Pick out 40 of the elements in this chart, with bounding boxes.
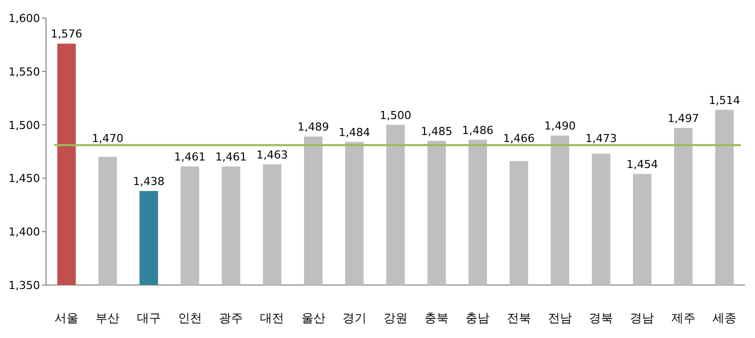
- data-label: 1,461: [174, 150, 206, 164]
- y-tick-label: 1,450: [8, 172, 40, 186]
- x-tick-label: 제주: [671, 311, 696, 325]
- x-tick-label: 울산: [301, 311, 326, 325]
- data-label: 1,514: [708, 94, 740, 107]
- x-tick-label: 인천: [178, 311, 202, 325]
- y-tick-label: 1,600: [8, 12, 40, 25]
- x-tick-label: 경북: [589, 311, 614, 325]
- data-label: 1,576: [50, 28, 82, 41]
- y-tick-label: 1,500: [8, 118, 40, 132]
- data-label: 1,463: [256, 148, 288, 162]
- data-label: 1,473: [585, 132, 617, 146]
- x-tick-label: 경남: [630, 311, 654, 325]
- data-label: 1,454: [626, 158, 658, 171]
- x-tick-label: 서울: [54, 311, 79, 325]
- data-label: 1,497: [668, 112, 700, 126]
- x-tick-label: 대전: [260, 311, 284, 325]
- y-tick-label: 1,550: [8, 65, 40, 78]
- data-label: 1,486: [462, 124, 494, 137]
- data-label: 1,500: [380, 108, 412, 122]
- x-tick-label: 부산: [96, 311, 120, 325]
- x-tick-label: 충북: [424, 311, 449, 325]
- data-label: 1,489: [298, 120, 330, 134]
- data-label: 1,470: [92, 132, 124, 146]
- x-tick-label: 전북: [506, 311, 531, 325]
- data-label: 1,466: [503, 132, 535, 146]
- x-tick-label: 광주: [219, 311, 244, 325]
- data-label: 1,485: [420, 124, 452, 138]
- y-tick-label: 1,350: [8, 279, 40, 292]
- data-label: 1,484: [338, 126, 370, 139]
- y-tick-label: 1,400: [8, 226, 40, 239]
- x-tick-label: 세종: [712, 311, 736, 325]
- x-tick-label: 강원: [384, 311, 408, 325]
- x-tick-label: 충남: [466, 311, 490, 325]
- data-label: 1,438: [133, 175, 165, 188]
- data-label: 1,461: [215, 150, 247, 164]
- x-tick-label: 대구: [136, 311, 161, 325]
- data-label: 1,490: [544, 119, 576, 132]
- x-tick-label: 전남: [548, 311, 572, 325]
- x-tick-label: 경기: [342, 311, 366, 325]
